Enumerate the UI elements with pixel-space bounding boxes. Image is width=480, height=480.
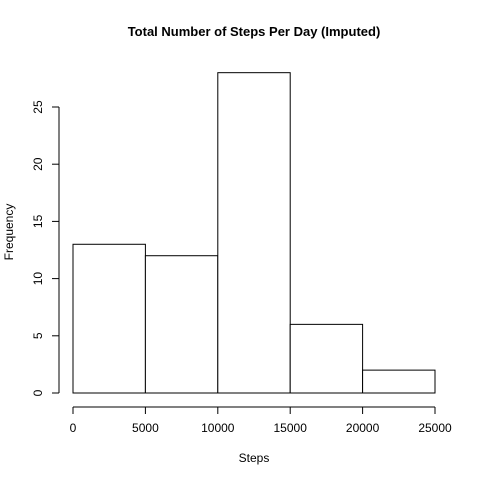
histogram-bar [217, 72, 291, 394]
histogram-bar [72, 243, 146, 394]
x-tick-label: 10000 [201, 421, 235, 435]
x-tick-label: 0 [70, 421, 77, 435]
x-tick-label: 20000 [346, 421, 380, 435]
y-tick-label: 10 [31, 272, 45, 286]
y-tick-label: 15 [31, 214, 45, 228]
histogram-bar [289, 323, 364, 394]
y-tick-label: 25 [31, 100, 45, 114]
y-tick-label: 0 [31, 389, 45, 396]
bars-group [72, 72, 436, 394]
chart-title: Total Number of Steps Per Day (Imputed) [128, 24, 381, 39]
x-tick-label: 15000 [274, 421, 308, 435]
x-tick-label: 25000 [418, 421, 452, 435]
y-axis: 0 5 10 15 20 25 [31, 100, 60, 396]
x-axis-label: Steps [239, 451, 270, 465]
x-tick-label: 5000 [132, 421, 159, 435]
histogram-bar [362, 369, 436, 394]
y-tick-label: 5 [31, 332, 45, 339]
histogram-bar [144, 255, 219, 394]
y-tick-label: 20 [31, 157, 45, 171]
x-axis: 0 5000 10000 15000 20000 25000 [70, 406, 452, 435]
y-axis-label: Frequency [2, 204, 16, 261]
